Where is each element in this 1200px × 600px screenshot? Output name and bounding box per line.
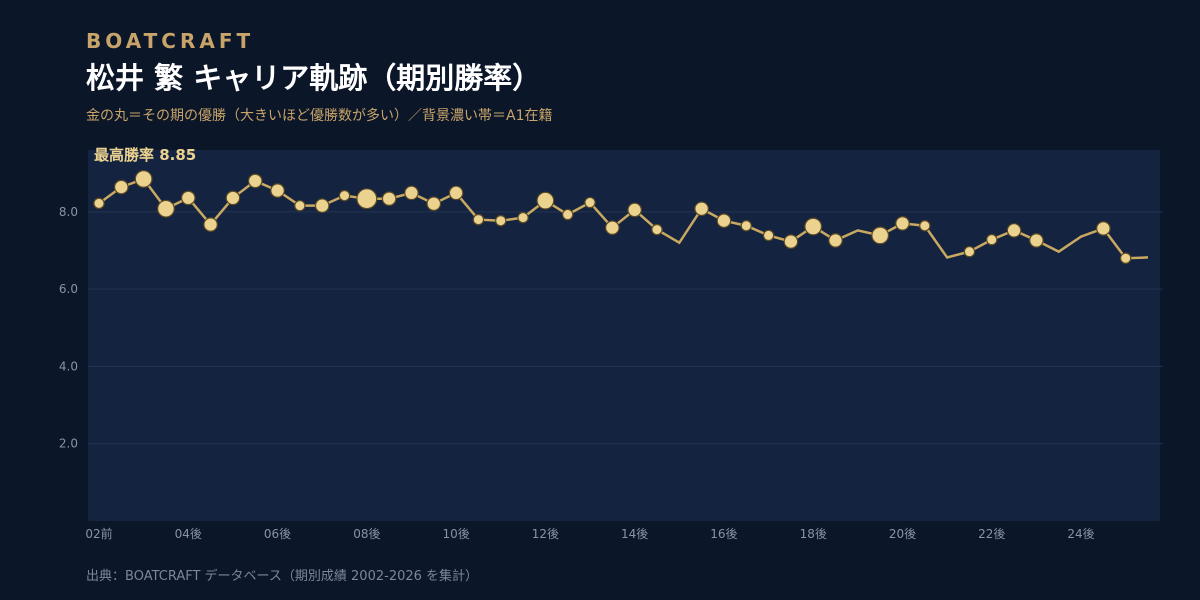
win-marker [895, 216, 910, 231]
win-marker [93, 197, 105, 210]
x-tick-label: 02前 [85, 526, 112, 541]
x-tick-label: 10後 [442, 527, 469, 541]
win-marker [536, 191, 555, 210]
win-marker [294, 199, 306, 212]
win-marker [740, 220, 752, 232]
win-marker [605, 220, 620, 235]
annotation: 最高勝率 8.85 [94, 146, 196, 164]
chart-title: 松井 繁 キャリア軌跡（期別勝率） [86, 61, 541, 95]
x-tick-label: 06後 [264, 527, 291, 541]
win-marker [871, 226, 890, 245]
win-marker [203, 217, 218, 232]
win-marker [762, 229, 775, 242]
y-tick-label: 6.0 [59, 282, 78, 296]
win-marker [1119, 252, 1132, 264]
win-marker [1096, 221, 1111, 236]
win-marker [404, 185, 419, 201]
x-tick-label: 16後 [710, 527, 737, 541]
win-marker [651, 223, 663, 236]
x-tick-label: 20後 [889, 527, 916, 541]
x-tick-label: 08後 [353, 527, 380, 541]
win-marker [472, 213, 485, 226]
x-tick-label: 04後 [175, 527, 202, 541]
win-marker [134, 170, 153, 188]
win-marker [627, 202, 642, 218]
win-marker [247, 173, 263, 189]
win-marker [828, 233, 843, 248]
y-tick-label: 4.0 [59, 359, 78, 373]
subtitle: 金の丸＝その期の優勝（大きいほど優勝数が多い）／背景濃い帯＝A1在籍 [86, 107, 552, 124]
x-tick-label: 14後 [621, 527, 648, 541]
win-marker [356, 188, 378, 210]
win-marker [716, 213, 732, 229]
plot-area [88, 150, 1160, 521]
win-marker [381, 191, 397, 206]
win-marker [338, 189, 351, 202]
win-marker [1029, 233, 1044, 248]
x-tick-label: 18後 [800, 527, 827, 541]
win-marker [919, 220, 931, 232]
win-marker [694, 201, 709, 217]
win-marker [986, 233, 998, 246]
brand: BOATCRAFT [86, 29, 254, 53]
y-tick-label: 2.0 [59, 437, 78, 451]
win-marker [1006, 223, 1022, 238]
win-marker [314, 198, 330, 213]
y-tick-label: 8.0 [59, 205, 78, 219]
win-marker [180, 190, 196, 206]
win-marker [562, 208, 574, 221]
win-marker [157, 199, 175, 218]
x-tick-label: 22後 [978, 527, 1005, 541]
win-marker [783, 234, 799, 249]
win-marker [584, 196, 596, 209]
win-marker [495, 215, 507, 227]
win-marker [114, 179, 129, 195]
win-marker [517, 211, 529, 224]
win-marker [804, 217, 823, 236]
win-marker [426, 196, 442, 212]
x-tick-label: 24後 [1067, 527, 1094, 541]
win-marker [448, 185, 464, 201]
win-marker [225, 190, 241, 206]
win-marker [963, 245, 976, 258]
x-tick-label: 12後 [532, 527, 559, 541]
source: 出典：BOATCRAFT データベース（期別成績 2002-2026 を集計） [86, 568, 478, 584]
win-marker [270, 183, 285, 198]
